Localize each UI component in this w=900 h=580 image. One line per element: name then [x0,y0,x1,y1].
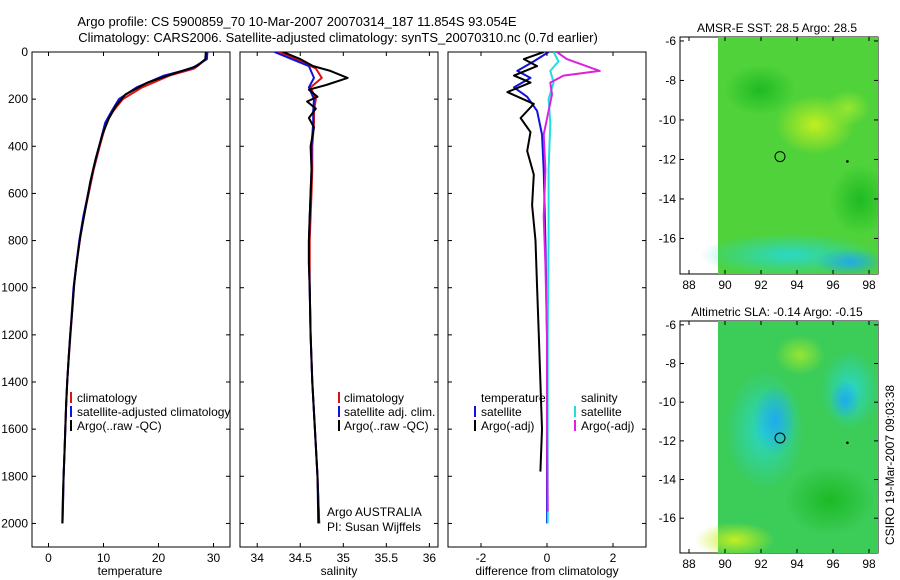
legend-satellite-adjusted: satellite-adjusted climatology [77,405,230,419]
legend-temp-satellite: satellite [481,405,522,419]
salinity-legend: climatology satellite adj. clim. Argo(..… [338,391,435,433]
ytick-label: 200 [8,92,28,106]
annotation-pi: PI: Susan Wijffels [327,520,421,534]
map-xtick-label: 98 [862,278,876,292]
legend-argo-raw: Argo(..raw -QC) [77,419,162,433]
legend-salinity-title: salinity [581,391,618,405]
map-ytick-label: -8 [665,357,676,371]
temperature-legend: climatology satellite-adjusted climatolo… [70,391,230,433]
ytick-label: 400 [8,139,28,153]
legend-temp-argo: Argo(-adj) [481,419,534,433]
side-timestamp: CSIRO 19-Mar-2007 09:03:38 [883,385,897,545]
xtick-label: 36 [423,551,437,565]
map-xtick-label: 98 [862,557,876,571]
map-xtick-label: 96 [826,278,840,292]
ytick-label: 2000 [1,516,28,530]
header-line2: Climatology: CARS2006. Satellite-adjuste… [78,30,598,45]
salinity-xlabel: salinity [321,564,358,578]
xtick-label: 35 [337,551,351,565]
header-line1: Argo profile: CS 5900859_70 10-Mar-2007 … [77,14,517,29]
sla-heatmap-field [695,321,878,553]
xtick-label: 20 [152,551,166,565]
salinity-panel: 34 34.5 35 35.5 36 salinity climatology sate… [239,51,439,578]
xtick-label: 30 [207,551,221,565]
ytick-label: 1000 [1,281,28,295]
legend-argo-sal: Argo(..raw -QC) [344,419,429,433]
sst-extra-dot [846,160,849,163]
sla-float-marker [774,432,786,444]
ytick-label: 0 [21,45,28,59]
legend-climatology: climatology [77,391,137,405]
xtick-label: 0 [544,551,551,565]
annotation-argo-australia: Argo AUSTRALIA [327,505,422,519]
sst-map-title: AMSR-E SST: 28.5 Argo: 28.5 [697,21,857,35]
series-difference-salinity-argo-adj [542,52,601,512]
map-xtick-label: 94 [790,278,804,292]
map-ytick-label: -8 [665,73,676,87]
sla-extra-dot [846,441,849,445]
ytick-label: 1800 [1,469,28,483]
xtick-label: 34 [251,551,265,565]
map-xtick-label: 88 [682,278,696,292]
map-xtick-label: 90 [718,278,732,292]
map-xtick-label: 92 [754,557,768,571]
xtick-label: 34.5 [289,551,313,565]
ytick-label: 800 [8,234,28,248]
difference-panel: -2 0 2 difference from climatology tempera… [447,51,647,578]
ytick-label: 600 [8,186,28,200]
map-ytick-label: -16 [659,231,677,245]
series-temperature-argo-raw-qc [61,52,207,524]
map-xtick-label: 88 [682,557,696,571]
xtick-label: -2 [476,551,487,565]
legend-climatology-sal: climatology [344,391,404,405]
sst-heatmap-field [700,37,878,274]
xtick-label: 0 [45,551,52,565]
map-ytick-label: -12 [659,434,677,448]
map-xtick-label: 90 [718,557,732,571]
map-ytick-label: -16 [659,511,677,525]
legend-sal-satellite: satellite [581,405,622,419]
temperature-xlabel: temperature [98,564,163,578]
difference-legend-temperature: temperature satellite Argo(-adj) [474,391,546,433]
sla-map: Altimetric SLA: -0.14 Argo: -0.15 88 90 92… [659,305,879,571]
legend-temperature-title: temperature [481,391,546,405]
difference-xlabel: difference from climatology [475,564,618,578]
ytick-label: 1400 [1,375,28,389]
series-difference-temperature-argo-adj [506,52,545,472]
map-ytick-label: -6 [665,318,676,332]
map-xtick-label: 92 [754,278,768,292]
difference-legend-salinity: salinity satellite Argo(-adj) [574,391,634,433]
sla-map-title: Altimetric SLA: -0.14 Argo: -0.15 [691,305,863,319]
map-xtick-label: 94 [790,557,804,571]
map-ytick-label: -10 [659,113,677,127]
ytick-label: 1200 [1,328,28,342]
temperature-panel: 0 10 20 30 0 200 400 600 800 1000 1200 1400 1600 1800… [1,45,231,578]
map-ytick-label: -10 [659,395,677,409]
series-salinity-argo-raw-qc [282,52,349,524]
sst-map: AMSR-E SST: 28.5 Argo: 28.5 88 90 92 94 96 98… [659,21,879,292]
legend-sal-argo: Argo(-adj) [581,419,634,433]
map-ytick-label: -12 [659,152,677,166]
legend-satellite-sal: satellite adj. clim. [344,405,435,419]
map-ytick-label: -14 [659,473,677,487]
xtick-label: 2 [610,551,617,565]
map-ytick-label: -6 [665,34,676,48]
xtick-label: 35.5 [375,551,399,565]
ytick-label: 1600 [1,422,28,436]
map-ytick-label: -14 [659,192,677,206]
sst-float-marker [774,151,786,163]
xtick-label: 10 [97,551,111,565]
map-xtick-label: 96 [826,557,840,571]
